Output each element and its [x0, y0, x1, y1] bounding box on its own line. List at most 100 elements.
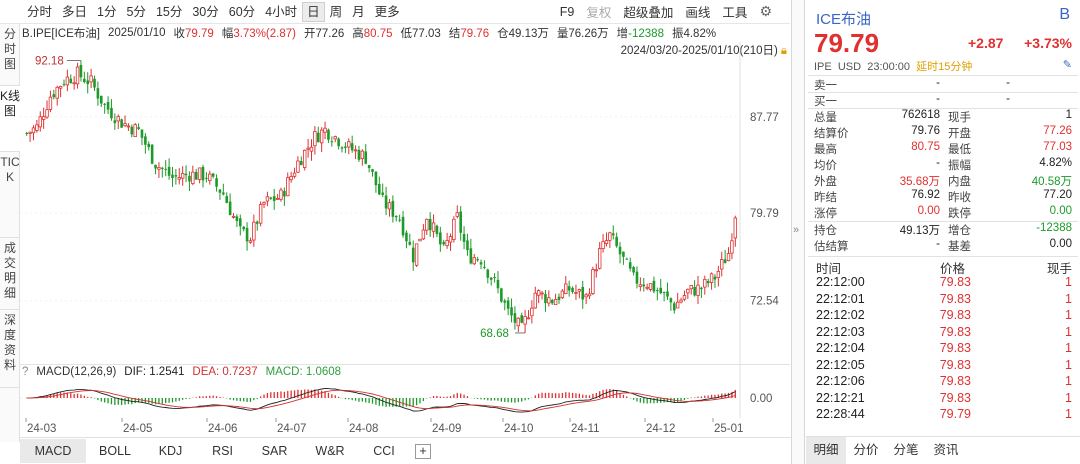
stat-value: 77.03: [1043, 141, 1072, 153]
candle-body: [93, 78, 96, 88]
candle-body: [459, 211, 462, 233]
indicator-tab-7[interactable]: +: [415, 443, 431, 459]
stat-value: 1: [1065, 109, 1072, 121]
toolbar-item-4[interactable]: 工具: [722, 6, 748, 20]
right-tab-1[interactable]: 分价: [853, 443, 879, 457]
x-tick-label: 24-03: [27, 423, 56, 435]
candle-body: [75, 66, 80, 85]
candle-body: [656, 290, 659, 292]
candle-body: [642, 284, 646, 287]
candle-body: [387, 202, 392, 210]
candle-body: [496, 279, 500, 289]
candle-body: [83, 78, 86, 83]
stat-value: 4.82%: [1039, 157, 1072, 169]
stat-label: 昨结: [814, 192, 837, 204]
stat-label: 现手: [948, 112, 971, 124]
candle-body: [309, 146, 314, 152]
toolbar-item-3[interactable]: 画线: [685, 6, 711, 20]
candle-body: [550, 299, 554, 304]
right-tab-2[interactable]: 分笔: [893, 443, 919, 457]
candle-body: [180, 173, 185, 179]
candle-body: [45, 109, 49, 118]
indicator-tab-1[interactable]: BOLL: [99, 444, 131, 458]
indicator-tab-4[interactable]: SAR: [261, 444, 288, 458]
candle-body: [411, 247, 415, 263]
candle-body: [547, 297, 551, 304]
tick-vol: 1: [1065, 407, 1072, 421]
candle-body: [110, 107, 113, 119]
tick-time: 22:12:03: [816, 324, 865, 339]
panel-divider[interactable]: »: [791, 0, 805, 464]
date-range[interactable]: 2024/03/20-2025/01/10(210日) 🔒︎: [621, 42, 787, 58]
candle-body: [408, 241, 412, 245]
amp-value: 幅3.73%(2.87): [221, 28, 296, 40]
quote-badge: B: [1059, 6, 1070, 23]
kline-chart[interactable]: 87.77 79.79 72.54 92.18 68.68: [20, 42, 790, 364]
period-tab-11[interactable]: 更多: [374, 4, 400, 19]
tick-vol: 1: [1065, 390, 1072, 405]
period-tab-6[interactable]: 60分: [228, 4, 256, 19]
side-tab-1[interactable]: K线图: [0, 86, 20, 152]
lock-icon[interactable]: 🔒︎: [780, 45, 787, 57]
period-tab-5[interactable]: 30分: [192, 4, 219, 19]
period-tab-10[interactable]: 月: [352, 4, 365, 19]
stat-label: 持仓: [814, 225, 837, 237]
candle-body: [632, 267, 635, 273]
indicator-tab-3[interactable]: RSI: [212, 444, 233, 458]
candle-body: [319, 129, 324, 144]
stat-row: 估结算 - 基差 0.00: [806, 238, 1080, 254]
candle-body: [679, 299, 683, 303]
stat-value: 0.00: [1049, 205, 1072, 217]
candle-body: [486, 269, 490, 278]
oi-value: 仓49.13万: [497, 28, 549, 40]
candle-body: [157, 166, 161, 170]
candle-body: [103, 103, 106, 105]
period-tab-0[interactable]: 分时: [27, 4, 53, 19]
candle-body: [140, 129, 144, 138]
stat-row: 涨停 0.00 跌停 0.00: [806, 205, 1080, 221]
stat-label: 振幅: [948, 160, 971, 172]
right-tab-3[interactable]: 资讯: [933, 443, 959, 457]
pencil-icon[interactable]: ✎: [1062, 59, 1072, 71]
period-tab-2[interactable]: 1分: [97, 4, 117, 19]
period-tab-1[interactable]: 多日: [62, 4, 88, 19]
right-tab-0[interactable]: 明细: [806, 437, 846, 464]
period-tab-4[interactable]: 15分: [155, 4, 183, 19]
period-tab-8[interactable]: 日: [302, 1, 325, 22]
candle-body: [279, 189, 283, 200]
indicator-tab-2[interactable]: KDJ: [158, 444, 183, 458]
macd-chart[interactable]: 0.00: [20, 364, 790, 418]
side-tab-2[interactable]: TICK: [0, 152, 20, 238]
toolbar-item-1[interactable]: 复权: [586, 6, 612, 20]
candle-body: [455, 212, 459, 217]
candle-body: [52, 94, 56, 98]
stat-label: 均价: [814, 160, 837, 172]
candle-body: [672, 303, 676, 311]
tick-row: 22:12:21 79.83 1: [806, 391, 1080, 407]
macd-name: MACD(12,26,9): [36, 366, 117, 378]
candle-body: [622, 251, 625, 257]
toolbar-item-0[interactable]: F9: [559, 4, 575, 19]
x-tick-label: 24-12: [646, 423, 675, 435]
side-tab-0[interactable]: 分时图: [0, 24, 20, 86]
x-tick-label: 24-09: [432, 423, 461, 435]
indicator-tab-0[interactable]: MACD: [20, 439, 86, 463]
candle-body: [452, 218, 456, 240]
candle-body: [733, 217, 738, 239]
period-tab-7[interactable]: 4小时: [265, 4, 298, 19]
period-tab-9[interactable]: 周: [329, 4, 343, 19]
toolbar-item-2[interactable]: 超级叠加: [623, 6, 674, 20]
candle-body: [360, 150, 365, 160]
tick-vol: 1: [1065, 308, 1072, 322]
candle-body: [625, 258, 629, 260]
collapse-arrow-icon[interactable]: »: [793, 224, 800, 236]
tick-row: 22:12:00 79.83 1: [806, 275, 1080, 291]
indicator-tab-5[interactable]: W&R: [315, 444, 345, 458]
candle-body: [401, 216, 405, 236]
period-tab-3[interactable]: 5分: [126, 4, 146, 19]
side-tab-4[interactable]: 深度资料: [0, 310, 20, 388]
gear-icon[interactable]: ⚙: [759, 3, 772, 19]
side-tab-3[interactable]: 成交明细: [0, 238, 20, 310]
help-icon[interactable]: ?: [22, 366, 29, 378]
indicator-tab-6[interactable]: CCI: [373, 444, 395, 458]
